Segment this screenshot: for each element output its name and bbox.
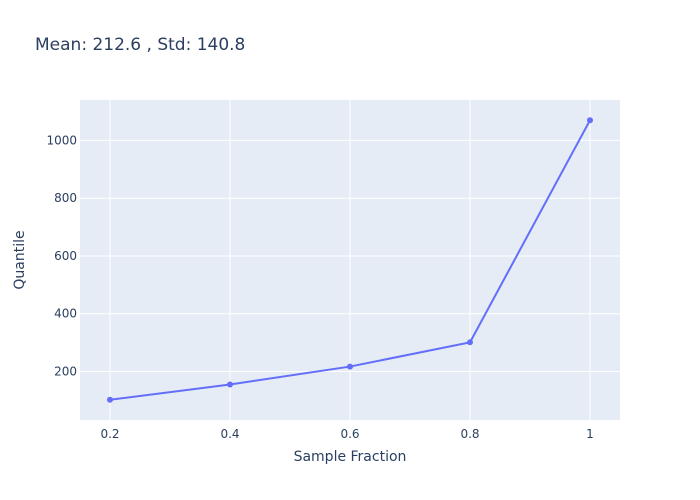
x-tick-label: 0.4 [220,427,239,441]
x-tick-label: 1 [586,427,594,441]
data-point [107,396,113,403]
x-tick-label: 0.6 [340,427,359,441]
grid-lines [80,100,620,420]
series-layer [107,117,593,403]
data-point [227,381,233,388]
x-axis-ticks: 0.2 0.4 0.6 0.8 1 [100,427,593,441]
x-axis-title: Sample Fraction [294,449,407,465]
chart-title: Mean: 212.6 , Std: 140.8 [35,35,245,55]
y-tick-label: 400 [54,307,77,321]
x-tick-label: 0.8 [460,427,479,441]
data-point [467,339,473,346]
y-axis-ticks: 200 400 600 800 1000 [46,133,77,378]
y-tick-label: 200 [54,364,77,378]
y-tick-label: 800 [54,191,77,205]
y-axis-title: Quantile [12,230,28,289]
y-tick-label: 600 [54,249,77,263]
x-tick-label: 0.2 [100,427,119,441]
y-tick-label: 1000 [46,133,77,147]
data-point [587,117,593,124]
data-point [347,363,353,370]
